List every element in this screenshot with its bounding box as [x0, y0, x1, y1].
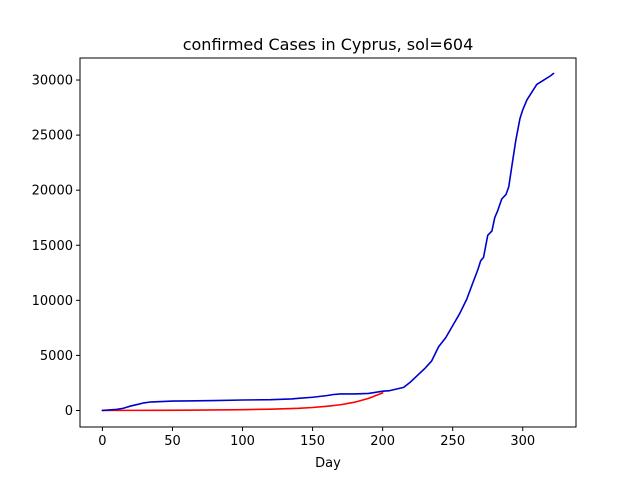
y-tick-label: 10000: [32, 294, 73, 309]
y-tick-label: 15000: [32, 239, 73, 254]
x-tick-label: 200: [370, 434, 395, 449]
x-tick-label: 0: [98, 434, 106, 449]
series-line-1: [101, 72, 555, 412]
plot-frame: [79, 57, 577, 428]
x-axis-label: Day: [315, 456, 341, 471]
y-tick-label: 5000: [40, 349, 73, 364]
y-tick-label: 25000: [32, 129, 73, 144]
x-tick-label: 50: [164, 434, 181, 449]
chart-title: confirmed Cases in Cyprus, sol=604: [183, 35, 474, 54]
y-tick-label: 0: [65, 404, 73, 419]
x-tick-label: 300: [510, 434, 535, 449]
series-line-0: [101, 392, 384, 412]
x-tick-label: 100: [230, 434, 255, 449]
y-axis: 0 5000 10000 15000 20000 25000 30000: [32, 74, 80, 419]
x-tick-label: 250: [440, 434, 465, 449]
y-tick-label: 20000: [32, 184, 73, 199]
y-tick-label: 30000: [32, 74, 73, 89]
plot-area: [101, 72, 555, 412]
x-tick-label: 150: [300, 434, 325, 449]
x-axis: 0 50 100 150 200 250 300: [98, 427, 535, 449]
